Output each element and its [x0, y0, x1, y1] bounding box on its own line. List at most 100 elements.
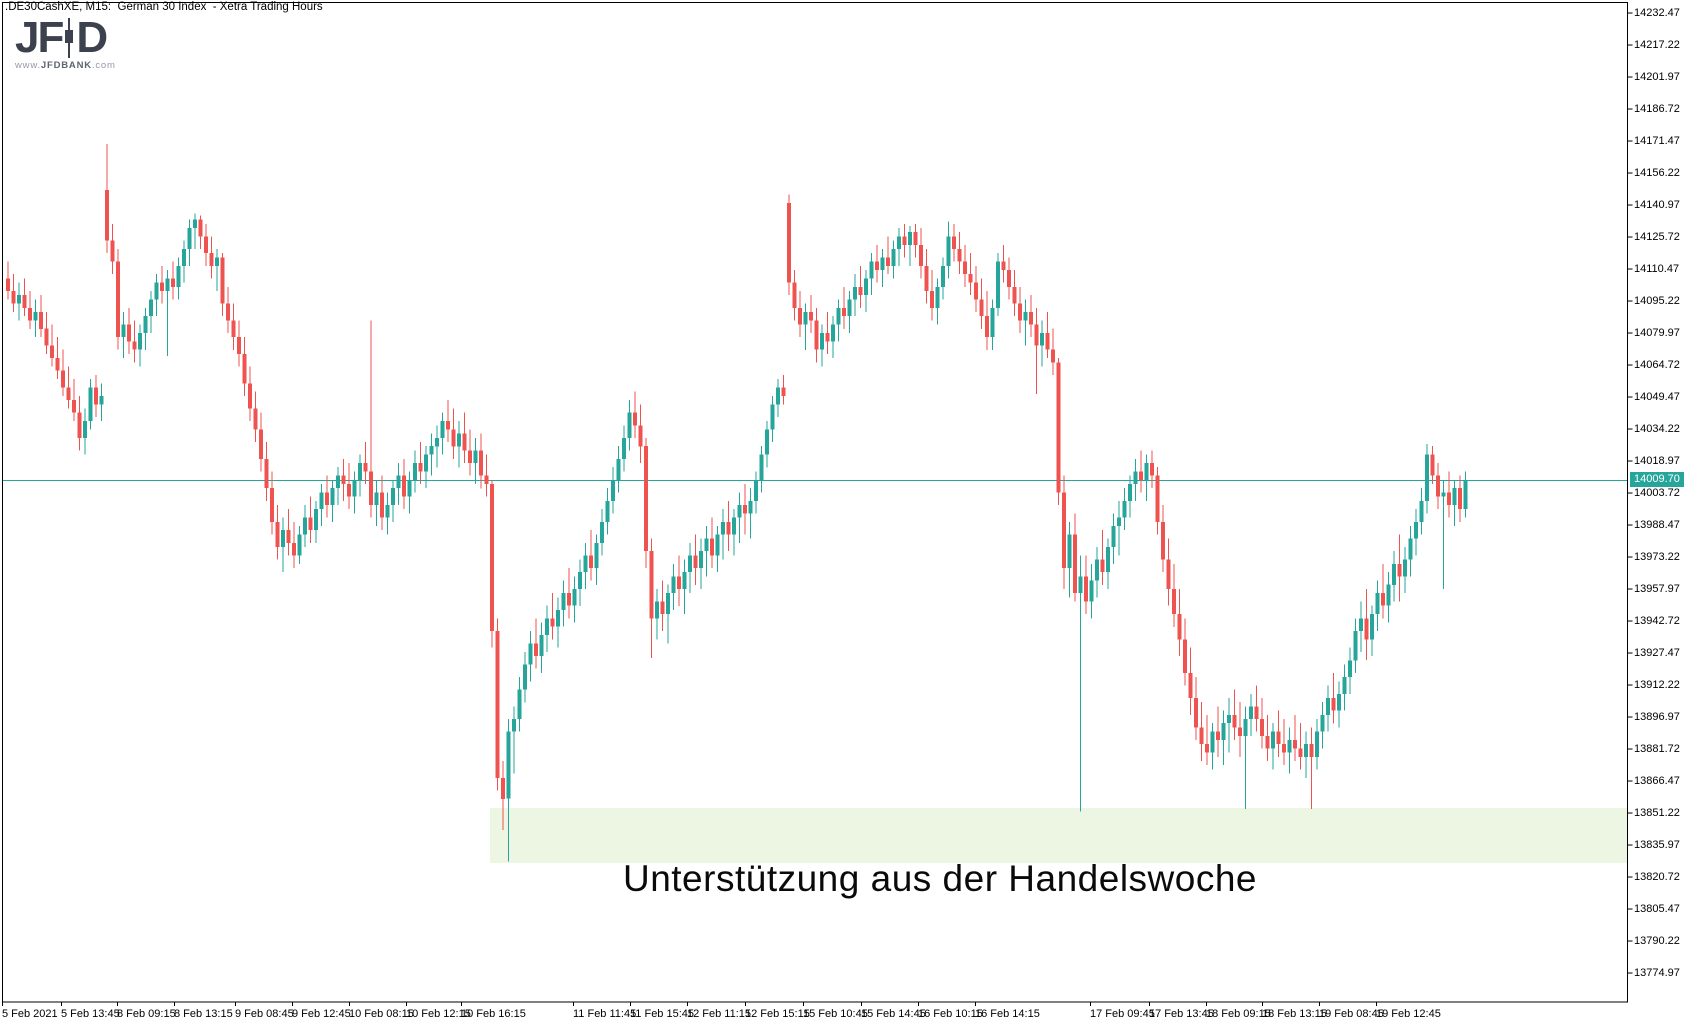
candle	[286, 530, 291, 543]
candle	[567, 593, 571, 606]
price-axis-label: 14217.22	[1634, 39, 1680, 51]
candle	[1040, 332, 1044, 346]
candle	[1348, 660, 1352, 678]
candle	[1199, 727, 1204, 745]
candle	[83, 421, 87, 438]
candle-wick	[1080, 555, 1081, 812]
time-axis-label: 10 Feb 16:15	[461, 1008, 526, 1020]
candle	[1029, 312, 1033, 325]
candle	[1436, 475, 1440, 497]
candle	[121, 324, 126, 338]
candle	[1155, 475, 1160, 522]
candle	[457, 433, 461, 447]
candle	[61, 370, 65, 388]
candle	[187, 228, 192, 249]
candle	[330, 488, 335, 505]
jfd-logo-text: JF D	[15, 16, 116, 60]
candle	[1370, 614, 1374, 640]
candle	[968, 274, 973, 283]
candle	[941, 265, 945, 287]
candle-wick	[167, 270, 168, 356]
time-axis-label: 12 Feb 15:15	[745, 1008, 810, 1020]
candle	[1331, 698, 1336, 711]
candle	[325, 492, 329, 505]
price-axis-label: 13851.22	[1634, 807, 1680, 819]
candle	[259, 429, 263, 459]
candle	[908, 232, 912, 245]
price-axis-label: 13896.97	[1634, 711, 1680, 723]
candle	[1441, 492, 1446, 497]
price-axis-label: 14186.72	[1634, 103, 1680, 115]
candle	[490, 484, 494, 631]
candle	[996, 261, 1000, 308]
candle	[105, 190, 109, 241]
candle	[1227, 714, 1231, 724]
time-axis-label: 18 Feb 09:15	[1206, 1008, 1271, 1020]
candle-wick	[1025, 299, 1026, 346]
candle	[28, 307, 32, 321]
time-axis-label: 9 Feb 08:45	[235, 1008, 294, 1020]
candle-wick	[722, 509, 724, 560]
time-axis-label: 19 Feb 08:45	[1319, 1008, 1384, 1020]
candle	[479, 450, 483, 476]
candle	[1408, 538, 1413, 560]
candle	[50, 345, 54, 359]
candle-wick	[1228, 698, 1230, 753]
candle	[1034, 324, 1039, 346]
candle	[369, 471, 373, 505]
candle	[352, 479, 357, 497]
candle-wick	[513, 706, 515, 774]
candle	[847, 299, 852, 317]
candle	[633, 412, 637, 426]
candle	[380, 492, 384, 518]
candle	[1425, 454, 1429, 501]
candle	[776, 387, 780, 405]
candle	[528, 643, 533, 665]
candle	[1452, 488, 1457, 505]
candle	[440, 421, 445, 438]
plot-border	[2, 2, 1628, 1003]
candle	[391, 488, 395, 505]
candle	[644, 446, 648, 552]
candle-wick	[887, 236, 889, 275]
candle	[1309, 744, 1314, 757]
candle	[611, 479, 615, 501]
candle	[754, 479, 758, 501]
candle	[363, 463, 368, 472]
time-axis-label: 17 Feb 09:45	[1090, 1008, 1155, 1020]
candle	[1403, 559, 1407, 577]
candle	[270, 488, 274, 522]
candle	[281, 530, 285, 547]
candle	[1194, 698, 1198, 728]
candle	[1045, 332, 1050, 350]
candle	[22, 295, 27, 308]
candle	[1337, 693, 1341, 711]
candle-wick	[1443, 479, 1444, 589]
jfd-logo: JF D www.JFDBANK.com	[15, 16, 116, 72]
support-zone[interactable]	[490, 808, 1627, 863]
price-axis-label: 14064.72	[1634, 359, 1680, 371]
candle	[655, 601, 659, 619]
support-zone-annotation[interactable]: Unterstützung aus der Handelswoche	[622, 858, 1258, 899]
candle	[699, 551, 703, 568]
candle	[495, 630, 500, 778]
candle	[616, 458, 621, 480]
candle-wick	[1382, 563, 1384, 619]
candle-wick	[1118, 500, 1120, 556]
logo-tagline: www.JFDBANK.com	[15, 60, 116, 71]
candle	[743, 505, 747, 514]
time-axis-label: 10 Feb 12:15	[406, 1008, 471, 1020]
candle	[1210, 731, 1215, 753]
candle	[1364, 618, 1369, 640]
candle	[385, 505, 390, 518]
candle	[1276, 731, 1281, 745]
candle	[523, 664, 527, 690]
candle	[1359, 618, 1363, 631]
candle	[781, 387, 786, 396]
candle	[919, 244, 923, 266]
chart-title: .DE30CashXE, M15: German 30 Index - Xetr…	[5, 1, 323, 13]
candle-wick	[216, 249, 218, 291]
candle	[985, 316, 989, 338]
candle	[1265, 735, 1270, 749]
